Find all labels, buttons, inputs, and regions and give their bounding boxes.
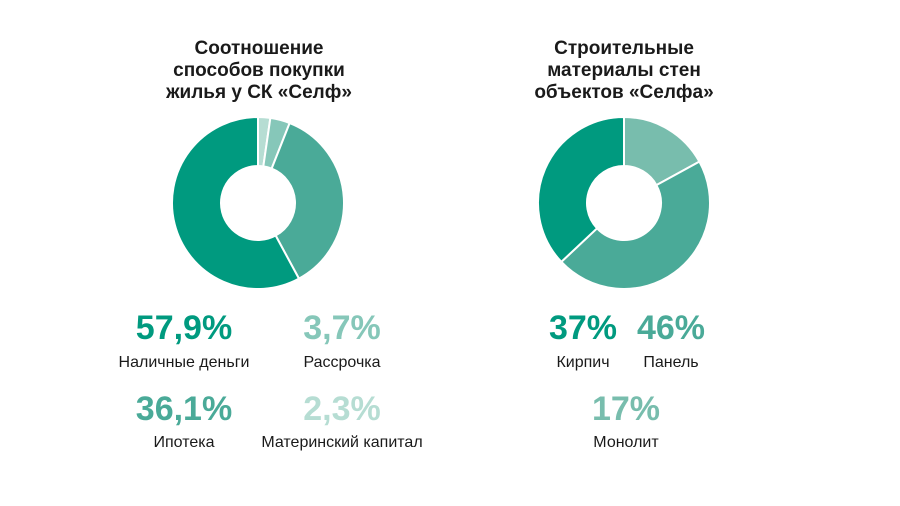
right-title-line-2: материалы стен (547, 60, 701, 81)
stat-label-installment: Рассрочка (303, 354, 381, 371)
stat-value-monolith: 17% (591, 390, 661, 428)
stat-value-mortgage: 36,1% (135, 390, 233, 428)
stat-value-maternity-capital: 2,3% (303, 390, 381, 428)
left-chart-panel: Соотношение способов покупки жилья у СК … (118, 38, 423, 451)
stat-value-cash: 57,9% (135, 309, 233, 347)
stat-label-mortgage: Ипотека (153, 434, 215, 451)
stat-label-cash: Наличные деньги (118, 354, 250, 371)
stat-value-panel: 46% (636, 309, 706, 347)
left-title-line-3: жилья у СК «Селф» (166, 82, 352, 103)
right-donut-chart (537, 115, 711, 290)
right-donut-slice-0 (537, 115, 625, 264)
left-donut-slice-0 (171, 115, 301, 290)
right-title-line-3: объектов «Селфа» (534, 82, 714, 103)
left-title-line-1: Соотношение (194, 38, 324, 59)
right-chart-title: Строительные материалы стен объектов «Се… (504, 38, 744, 104)
stat-label-panel: Панель (643, 354, 699, 371)
right-donut-slice-1 (559, 160, 711, 290)
left-title-line-2: способов покупки (173, 60, 345, 81)
right-title-line-1: Строительные (554, 38, 694, 59)
stat-value-installment: 3,7% (303, 309, 381, 347)
stat-label-brick: Кирпич (556, 354, 610, 371)
stat-label-maternity-capital: Материнский капитал (261, 434, 423, 451)
stat-label-monolith: Монолит (593, 434, 659, 451)
left-donut-slice-1 (270, 121, 345, 280)
left-donut-chart (171, 115, 345, 290)
left-chart-title: Соотношение способов покупки жилья у СК … (139, 38, 379, 104)
stat-value-brick: 37% (548, 309, 618, 347)
right-chart-panel: Строительные материалы стен объектов «Се… (520, 0, 900, 506)
